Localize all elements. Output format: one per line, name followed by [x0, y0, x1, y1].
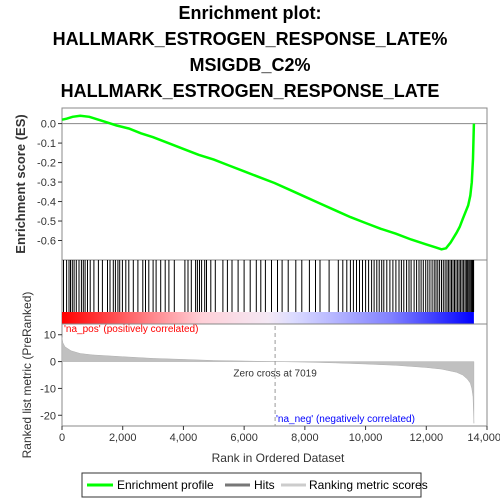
legend-ranking-label: Ranking metric scores	[309, 478, 428, 492]
x-axis-label: Rank in Ordered Dataset	[212, 451, 345, 465]
legend-frame	[81, 472, 422, 498]
rank-y-tick-label: -20	[40, 410, 56, 422]
enrichment-profile-line	[61, 114, 476, 251]
rank-color-bar	[62, 312, 474, 324]
x-tick-label: 6,000	[230, 432, 258, 444]
hits-markers	[63, 260, 475, 312]
title-line-1: Enrichment plot:	[178, 3, 322, 23]
x-tick-label: 0	[59, 432, 65, 444]
es-y-axis-label: Enrichment score (ES)	[13, 114, 28, 253]
es-y-tick-label: -0.2	[37, 158, 56, 170]
x-tick-label: 14,000	[467, 432, 500, 444]
title-line-4: HALLMARK_ESTROGEN_RESPONSE_LATE	[60, 81, 440, 101]
zero-cross-label: Zero cross at 7019	[233, 368, 317, 379]
x-tick-label: 10,000	[349, 432, 383, 444]
negative-correlation-label: 'na_neg' (negatively correlated)	[276, 414, 415, 425]
es-y-tick-label: -0.6	[37, 236, 56, 248]
rank-y-tick-label: 0	[50, 357, 56, 369]
title-line-3: MSIGDB_C2%	[189, 55, 311, 75]
ranking-metric-area	[61, 337, 475, 424]
rank-y-axis: 10 0 -10 -20	[40, 330, 62, 422]
rank-y-axis-label: Ranked list metric (PreRanked)	[20, 292, 34, 459]
legend-enrichment-label: Enrichment profile	[117, 478, 214, 492]
positive-correlation-label: 'na_pos' (positively correlated)	[64, 324, 198, 335]
es-y-tick-label: -0.5	[37, 216, 56, 228]
legend: Enrichment profile Hits Ranking metric s…	[81, 472, 428, 498]
x-tick-label: 2,000	[109, 432, 137, 444]
rank-y-tick-label: -10	[40, 383, 56, 395]
x-tick-label: 4,000	[170, 432, 198, 444]
x-axis: 0 2,000 4,000 6,000 8,000 10,000 12,000 14,000	[59, 426, 500, 444]
es-y-tick-label: -0.4	[37, 197, 56, 209]
rank-y-tick-label: 10	[44, 330, 56, 342]
es-y-axis: 0.0 -0.1 -0.2 -0.3 -0.4 -0.5 -0.6	[37, 119, 62, 248]
x-tick-label: 12,000	[409, 432, 443, 444]
x-tick-label: 8,000	[291, 432, 319, 444]
es-y-tick-label: -0.1	[37, 138, 56, 150]
es-y-tick-label: -0.3	[37, 177, 56, 189]
legend-hits-label: Hits	[254, 478, 275, 492]
rank-panel-frame	[61, 323, 488, 427]
es-y-tick-label: 0.0	[41, 119, 56, 131]
title-line-2: HALLMARK_ESTROGEN_RESPONSE_LATE%	[52, 29, 448, 49]
